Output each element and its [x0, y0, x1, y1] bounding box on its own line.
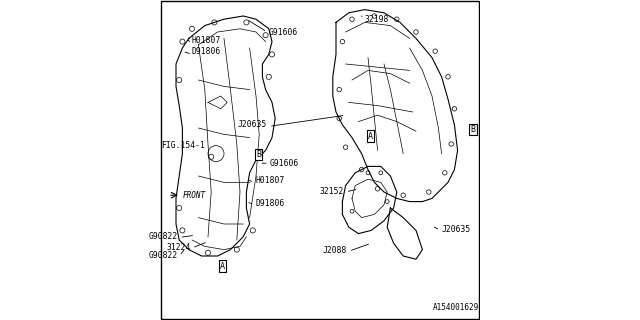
Text: A154001629: A154001629: [433, 303, 479, 312]
Text: A: A: [220, 262, 225, 271]
Text: H01807: H01807: [192, 36, 221, 44]
Text: G90822: G90822: [148, 251, 178, 260]
Text: 31224: 31224: [166, 243, 191, 252]
Text: J2088: J2088: [323, 246, 347, 255]
Text: J20635: J20635: [238, 120, 268, 129]
Text: D91806: D91806: [192, 47, 221, 56]
Text: H01807: H01807: [255, 176, 285, 185]
Text: 32152: 32152: [319, 187, 344, 196]
Text: J20635: J20635: [442, 225, 471, 234]
Text: D91806: D91806: [255, 199, 285, 208]
Text: G91606: G91606: [269, 159, 299, 168]
Text: A: A: [368, 132, 373, 140]
Text: B: B: [470, 125, 476, 134]
Text: FIG.154-1: FIG.154-1: [161, 141, 205, 150]
Text: FRONT: FRONT: [182, 191, 205, 200]
Text: B: B: [256, 150, 261, 159]
Text: G91606: G91606: [269, 28, 298, 36]
Text: 32198: 32198: [364, 15, 388, 24]
Text: G90822: G90822: [148, 232, 178, 241]
